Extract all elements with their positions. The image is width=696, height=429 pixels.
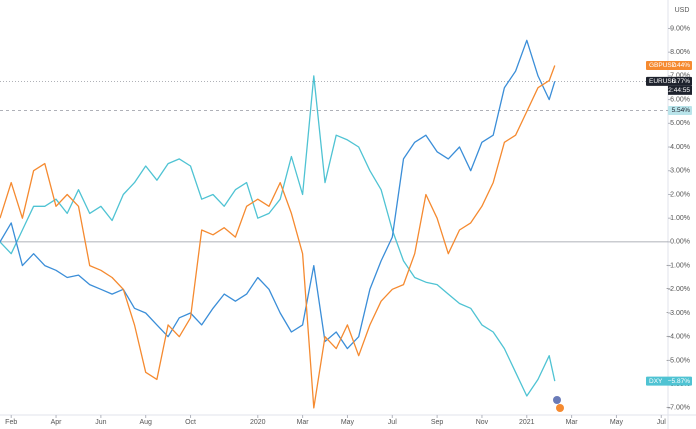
- event-icon: [556, 404, 564, 412]
- y-tick-label: 1.00%: [670, 215, 690, 222]
- reference-value: 5.54%: [672, 107, 691, 114]
- y-tick-label: 5.00%: [670, 120, 690, 127]
- x-tick-label: Jul: [657, 419, 666, 426]
- x-tick-label: Feb: [5, 419, 17, 426]
- y-tick-label: 7.00%: [670, 73, 690, 80]
- x-tick-label: Mar: [297, 419, 310, 426]
- label-name: DXY: [649, 378, 663, 385]
- y-tick-label: −7.00%: [666, 405, 690, 412]
- y-tick-label: 2.00%: [670, 191, 690, 198]
- axis-unit-label: USD: [675, 7, 690, 14]
- last-value-label: DXY −5.87%: [646, 376, 692, 386]
- x-tick-label: Jun: [95, 419, 106, 426]
- x-tick-label: Aug: [139, 419, 152, 426]
- x-tick-label: May: [610, 419, 624, 426]
- x-tick-label: Oct: [185, 419, 196, 426]
- series-line: [0, 75, 556, 397]
- y-tick-label: 9.00%: [670, 25, 690, 32]
- y-tick-label: −2.00%: [666, 286, 690, 293]
- label-name: GBPUSD: [649, 62, 677, 69]
- label-box: [646, 60, 692, 70]
- y-tick-label: −3.00%: [666, 310, 690, 317]
- series-line: [0, 39, 556, 350]
- series-line: [0, 65, 556, 409]
- label-value: 6.77%: [672, 78, 691, 85]
- label-name: EURUSD: [649, 78, 677, 85]
- event-icon: [553, 396, 561, 404]
- x-tick-label: 2020: [250, 419, 266, 426]
- countdown: 12:44:55: [665, 87, 691, 94]
- x-tick-label: Apr: [51, 419, 63, 426]
- label-box: [668, 106, 692, 116]
- label-value: 7.44%: [672, 62, 691, 69]
- x-tick-label: Mar: [566, 419, 579, 426]
- reference-label: 5.54%: [668, 106, 692, 116]
- countdown-box: [668, 85, 692, 95]
- y-tick-label: 8.00%: [670, 49, 690, 56]
- x-tick-label: Nov: [476, 419, 489, 426]
- y-tick-label: −5.00%: [666, 357, 690, 364]
- label-box: [646, 76, 692, 86]
- x-tick-label: Jul: [388, 419, 397, 426]
- x-tick-label: May: [341, 419, 355, 426]
- y-tick-label: 6.00%: [670, 96, 690, 103]
- y-tick-label: 4.00%: [670, 144, 690, 151]
- x-tick-label: 2021: [519, 419, 535, 426]
- y-tick-label: −4.00%: [666, 334, 690, 341]
- y-tick-label: 0.00%: [670, 239, 690, 246]
- y-tick-label: 3.00%: [670, 168, 690, 175]
- y-tick-label: −1.00%: [666, 262, 690, 269]
- event-icons: [553, 396, 564, 412]
- label-value: −5.87%: [668, 378, 690, 385]
- x-tick-label: Sep: [431, 419, 444, 426]
- label-box: [646, 376, 692, 386]
